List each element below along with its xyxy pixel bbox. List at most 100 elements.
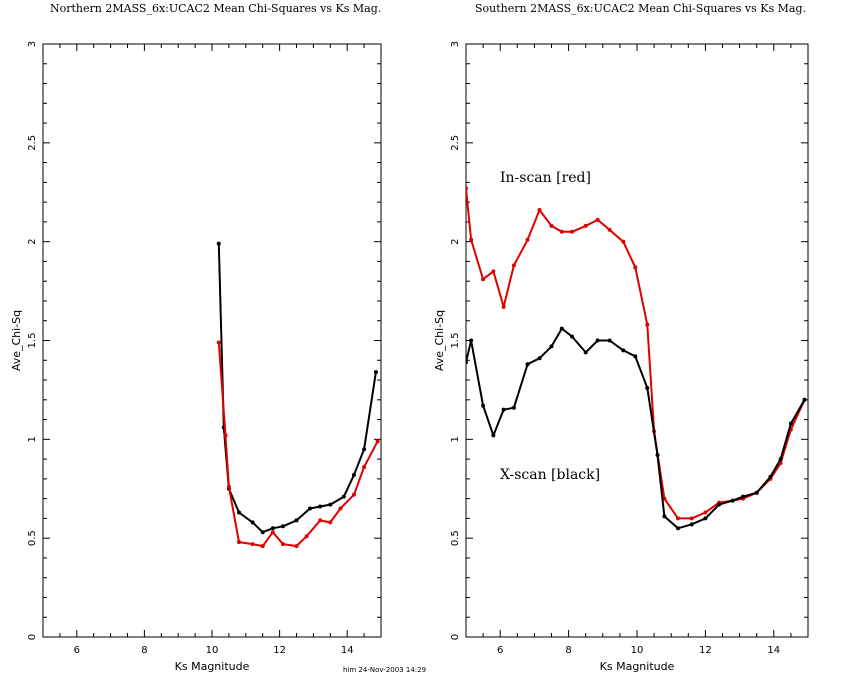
x-tick-label: 10: [631, 645, 644, 656]
data-point: [216, 340, 221, 345]
data-point: [280, 542, 285, 547]
series-line: [466, 327, 806, 530]
data-point: [260, 530, 265, 535]
series-line: [217, 342, 379, 548]
data-point: [583, 223, 588, 228]
data-point: [250, 542, 255, 547]
data-point: [621, 239, 626, 244]
chart-title: Southern 2MASS_6x:UCAC2 Mean Chi-Squares…: [475, 2, 806, 15]
data-point: [676, 526, 681, 531]
data-point: [362, 465, 367, 470]
series-line: [217, 243, 377, 534]
y-tick-label: 0: [450, 634, 461, 640]
chart-title: Northern 2MASS_6x:UCAC2 Mean Chi-Squares…: [50, 2, 381, 15]
data-point: [270, 530, 275, 535]
data-point: [559, 326, 564, 331]
data-point: [754, 490, 759, 495]
data-point: [607, 338, 612, 343]
data-point: [788, 421, 793, 426]
southern-panel: Southern 2MASS_6x:UCAC2 Mean Chi-Squares…: [433, 2, 809, 673]
data-point: [237, 540, 242, 545]
data-point: [491, 433, 496, 438]
data-point: [341, 494, 346, 499]
data-point: [481, 277, 486, 282]
y-tick-label: 2: [27, 238, 38, 244]
data-point: [768, 474, 773, 479]
y-tick-label: 2.5: [27, 135, 38, 151]
data-point: [730, 498, 735, 503]
data-point: [633, 354, 638, 359]
data-point: [469, 338, 474, 343]
x-tick-label: 6: [74, 645, 80, 656]
y-tick-label: 0.5: [27, 530, 38, 546]
x-tick-label: 12: [273, 645, 286, 656]
x-axis-label: Ks Magnitude: [600, 660, 675, 673]
data-point: [559, 229, 564, 234]
data-point: [689, 522, 694, 527]
data-point: [469, 237, 474, 242]
data-point: [595, 338, 600, 343]
data-point: [570, 334, 575, 339]
data-point: [491, 269, 496, 274]
northern-panel: Northern 2MASS_6x:UCAC2 Mean Chi-Squares…: [10, 2, 382, 673]
data-point: [280, 524, 285, 529]
data-point: [607, 227, 612, 232]
data-point: [373, 370, 378, 375]
x-tick-label: 10: [206, 645, 219, 656]
data-point: [645, 385, 650, 390]
data-point: [375, 439, 380, 444]
data-point: [525, 362, 530, 367]
data-point: [308, 506, 313, 511]
data-point: [466, 360, 468, 365]
plot-frame: [465, 43, 809, 638]
data-point: [537, 356, 542, 361]
data-point: [351, 472, 356, 477]
y-tick-label: 0: [27, 634, 38, 640]
data-point: [511, 263, 516, 268]
x-tick-label: 14: [767, 645, 780, 656]
series-0: [216, 241, 378, 535]
data-point: [549, 223, 554, 228]
data-point: [703, 516, 708, 521]
data-point: [237, 510, 242, 515]
data-point: [741, 494, 746, 499]
data-point: [511, 405, 516, 410]
y-axis-label: Ave_Chi-Sq: [433, 310, 446, 371]
data-point: [294, 518, 299, 523]
y-axis-label: Ave_Chi-Sq: [10, 310, 23, 371]
data-point: [525, 237, 530, 242]
x-tick-label: 8: [565, 645, 571, 656]
data-point: [645, 322, 650, 327]
data-point: [595, 217, 600, 222]
data-point: [501, 407, 506, 412]
data-point: [689, 516, 694, 521]
data-point: [778, 457, 783, 462]
data-point: [318, 518, 323, 523]
data-point: [226, 484, 231, 489]
annotation-label: X-scan [black]: [500, 467, 600, 483]
data-point: [466, 186, 468, 191]
data-point: [270, 526, 275, 531]
data-point: [802, 397, 807, 402]
data-point: [338, 506, 343, 511]
data-point: [318, 504, 323, 509]
y-tick-label: 2: [450, 238, 461, 244]
data-point: [481, 403, 486, 408]
data-point: [501, 304, 506, 309]
data-point: [570, 229, 575, 234]
data-point: [304, 534, 309, 539]
y-tick-label: 1.5: [450, 333, 461, 349]
data-point: [362, 447, 367, 452]
data-point: [250, 520, 255, 525]
data-point: [676, 516, 681, 521]
data-point: [223, 433, 228, 438]
data-point: [655, 453, 660, 458]
y-tick-label: 3: [450, 41, 461, 47]
x-tick-label: 14: [341, 645, 354, 656]
data-point: [328, 502, 333, 507]
data-point: [583, 350, 588, 355]
plot-frame: [42, 43, 382, 638]
y-tick-label: 1: [27, 436, 38, 442]
x-tick-label: 12: [699, 645, 712, 656]
